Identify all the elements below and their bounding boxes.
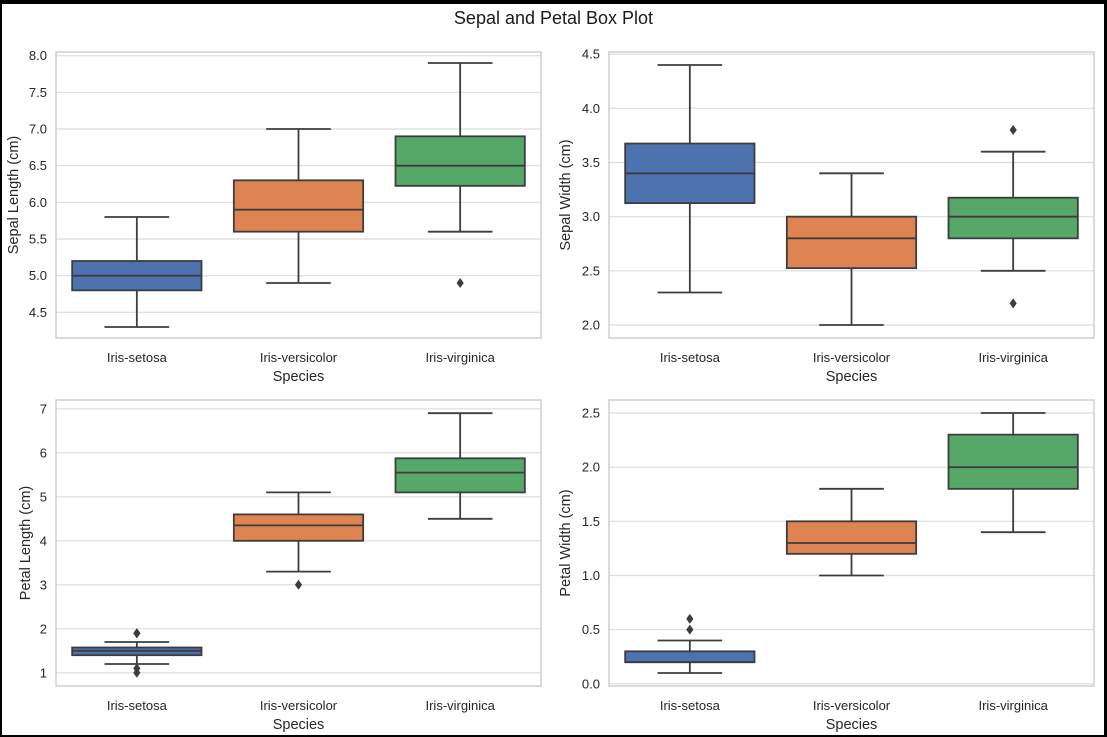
iqr-box — [394, 135, 526, 187]
box-iris-virginica — [947, 125, 1079, 309]
box-iris-virginica — [394, 62, 526, 288]
y-tick-label: 5.5 — [29, 232, 47, 247]
x-tick-label: Iris-setosa — [107, 698, 168, 713]
outlier-point — [456, 278, 464, 288]
x-axis-label: Species — [273, 369, 325, 385]
outlier-point — [133, 628, 141, 639]
outlier-point — [1009, 298, 1017, 309]
y-tick-label: 4 — [40, 533, 47, 548]
x-axis-label: Species — [826, 717, 878, 733]
outlier-point — [686, 613, 694, 624]
iqr-box — [232, 513, 365, 542]
box-iris-virginica — [394, 412, 526, 520]
x-tick-label: Iris-versicolor — [813, 350, 891, 365]
iqr-box — [785, 520, 918, 555]
y-tick-label: 7.0 — [29, 122, 47, 137]
outlier-point — [133, 663, 141, 674]
outlier-point — [294, 579, 303, 590]
iqr-box — [232, 179, 365, 233]
y-tick-label: 7.5 — [29, 85, 47, 100]
x-tick-label: Iris-setosa — [107, 350, 168, 365]
y-tick-label: 1.0 — [582, 568, 600, 583]
y-tick-label: 2.5 — [582, 406, 600, 421]
subplot-1: 4.5 5.0 5.5 6.0 6.5 7.0 7.5 8.0 Iris-setosa Iris-… — [6, 48, 542, 385]
y-tick-label: 6 — [40, 445, 47, 460]
y-tick-label: 1.5 — [582, 514, 600, 529]
y-tick-label: 5 — [40, 489, 47, 504]
subplot-4: 0.0 0.5 1.0 1.5 2.0 2.5 Iris-setosa Iris-versic… — [558, 399, 1095, 733]
box-iris-setosa — [624, 64, 756, 294]
iqr-box — [947, 433, 1079, 490]
axes-frame — [608, 399, 1095, 687]
outlier-point — [686, 624, 694, 635]
x-tick-label: Iris-virginica — [425, 698, 495, 713]
box-iris-setosa — [71, 628, 203, 678]
y-tick-label: 5.0 — [29, 268, 47, 283]
box-iris-versicolor — [232, 128, 365, 284]
iqr-box — [785, 215, 918, 270]
box-iris-setosa — [624, 613, 756, 674]
y-tick-label: 6.0 — [29, 195, 47, 210]
box-iris-versicolor — [232, 491, 365, 590]
y-axis-label: Petal Width (cm) — [558, 489, 574, 596]
axes-frame — [608, 51, 1095, 339]
x-tick-label: Iris-virginica — [978, 698, 1048, 713]
y-tick-label: 1 — [40, 665, 47, 680]
x-tick-label: Iris-virginica — [425, 350, 495, 365]
subplot-2: 2.0 2.5 3.0 3.5 4.0 4.5 Iris-setosa Iris-versic… — [558, 47, 1095, 385]
y-tick-label: 4.5 — [29, 305, 47, 320]
iqr-box — [624, 650, 756, 664]
y-axis-label: Petal Length (cm) — [18, 486, 34, 600]
screen-frame-bottom — [0, 735, 1107, 737]
x-tick-label: Iris-versicolor — [260, 350, 338, 365]
screen-frame-right — [1104, 0, 1107, 737]
y-tick-label: 2.0 — [582, 318, 600, 333]
y-tick-label: 2.5 — [582, 263, 600, 278]
x-axis-label: Species — [273, 717, 325, 733]
y-tick-label: 3.0 — [582, 209, 600, 224]
y-tick-label: 3 — [40, 577, 47, 592]
y-tick-label: 0.0 — [582, 676, 600, 691]
y-tick-label: 2.0 — [582, 460, 600, 475]
x-axis-label: Species — [826, 369, 878, 385]
iqr-box — [394, 457, 526, 494]
y-tick-label: 4.5 — [582, 47, 600, 62]
box-iris-versicolor — [785, 487, 918, 577]
box-iris-virginica — [947, 412, 1079, 534]
box-iris-versicolor — [785, 172, 918, 326]
figure-title: Sepal and Petal Box Plot — [453, 8, 654, 28]
y-tick-label: 7 — [40, 401, 47, 416]
y-tick-label: 8.0 — [29, 48, 47, 63]
y-tick-label: 4.0 — [582, 101, 600, 116]
axes-frame — [55, 51, 542, 339]
x-tick-label: Iris-versicolor — [260, 698, 338, 713]
x-tick-label: Iris-virginica — [978, 350, 1048, 365]
x-tick-label: Iris-setosa — [660, 698, 721, 713]
outlier-point — [1009, 125, 1017, 135]
x-tick-label: Iris-versicolor — [813, 698, 891, 713]
y-axis-label: Sepal Length (cm) — [6, 136, 22, 254]
iqr-box — [947, 196, 1079, 240]
y-axis-label: Sepal Width (cm) — [558, 139, 574, 250]
box-iris-setosa — [71, 216, 203, 328]
y-tick-label: 3.5 — [582, 155, 600, 170]
screen-frame-left — [0, 0, 2, 737]
subplot-3: 1 2 3 4 5 6 7 Iris-setosa Iris-versicolor Iris-vi… — [18, 399, 542, 733]
y-tick-label: 6.5 — [29, 158, 47, 173]
axes-frame — [55, 399, 542, 687]
x-tick-label: Iris-setosa — [660, 350, 721, 365]
y-tick-label: 2 — [40, 621, 47, 636]
y-tick-label: 0.5 — [582, 622, 600, 637]
screen-frame-top — [0, 0, 1107, 4]
